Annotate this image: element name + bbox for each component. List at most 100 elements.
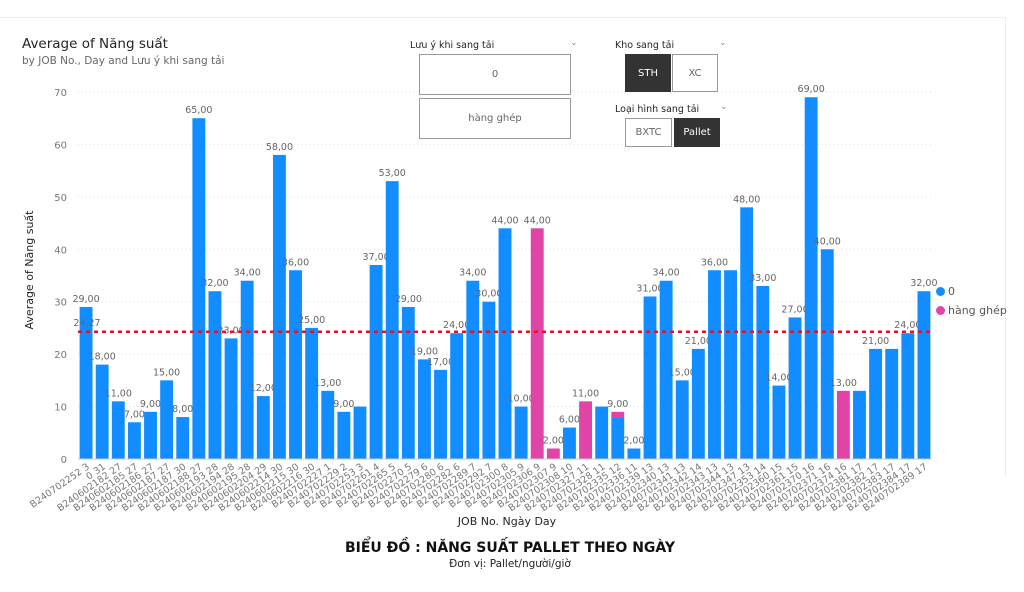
bar-0[interactable] <box>691 348 705 459</box>
bar-0[interactable] <box>869 348 883 459</box>
y-axis-title: Average of Năng suất <box>23 210 36 330</box>
slicer-option-bxtc[interactable]: BXTC <box>625 118 672 147</box>
bar-0[interactable] <box>627 448 641 459</box>
bar-0[interactable] <box>820 249 834 459</box>
bar-hang-ghep[interactable] <box>546 448 560 459</box>
bar-0[interactable] <box>224 338 238 459</box>
bar-0[interactable] <box>482 301 496 459</box>
bar-0[interactable] <box>772 385 786 459</box>
data-label: 34,00 <box>234 268 261 279</box>
bar-0[interactable] <box>353 406 367 459</box>
bar-0[interactable] <box>127 422 141 459</box>
slicer-kho-title: Kho sang tải <box>615 40 675 51</box>
data-label: 24,00 <box>443 320 470 331</box>
data-label: 9,00 <box>607 399 628 410</box>
bar-hang-ghep[interactable] <box>611 411 625 418</box>
data-label: 44,00 <box>491 215 518 226</box>
bar-0[interactable] <box>708 270 721 459</box>
bar-0[interactable] <box>144 411 157 459</box>
bar-0[interactable] <box>111 401 125 459</box>
bar-0[interactable] <box>563 427 576 459</box>
data-label: 31,00 <box>636 283 663 294</box>
bar-0[interactable] <box>95 364 109 459</box>
data-label: 13,00 <box>314 378 341 389</box>
bar-0[interactable] <box>401 306 415 459</box>
slicer-option-hang-ghep[interactable]: hàng ghép <box>419 98 571 139</box>
bar-0[interactable] <box>272 154 286 459</box>
data-label: 24,00 <box>894 320 921 331</box>
y-tick-label: 10 <box>54 403 67 414</box>
footer-title: BIỂU ĐỒ : NĂNG SUẤT PALLET THEO NGÀY <box>344 540 676 556</box>
bar-0[interactable] <box>788 317 802 459</box>
chevron-down-icon[interactable]: ⌄ <box>720 102 728 112</box>
chevron-down-icon[interactable]: ⌄ <box>570 38 578 48</box>
bar-0[interactable] <box>514 406 528 459</box>
y-tick-label: 0 <box>61 455 67 466</box>
data-label: 36,00 <box>701 257 728 268</box>
bar-0[interactable] <box>208 291 222 459</box>
data-label: 29,00 <box>72 294 99 305</box>
data-label: 21,00 <box>685 336 712 347</box>
bar-0[interactable] <box>901 333 915 459</box>
data-label: 48,00 <box>733 194 760 205</box>
data-label: 12,00 <box>250 383 277 394</box>
bar-0[interactable] <box>885 348 899 459</box>
bar-0[interactable] <box>434 369 447 459</box>
bar-0[interactable] <box>450 333 464 459</box>
bar-0[interactable] <box>176 417 190 459</box>
bar-0[interactable] <box>305 327 319 459</box>
data-label: 19,00 <box>411 346 438 357</box>
data-label: 9,00 <box>140 399 161 410</box>
bar-0[interactable] <box>756 285 770 459</box>
legend-label: hàng ghép <box>948 304 1007 317</box>
footer-unit: Đơn vị: Pallet/người/giờ <box>449 558 571 570</box>
bar-0[interactable] <box>417 359 431 459</box>
chevron-down-icon[interactable]: ⌄ <box>719 38 727 48</box>
bar-0[interactable] <box>498 228 512 459</box>
legend-item-0[interactable]: 0 <box>936 285 955 298</box>
bar-0[interactable] <box>369 265 383 459</box>
data-label: 37,00 <box>362 252 389 263</box>
legend-item-hang-ghep[interactable]: hàng ghép <box>936 304 1007 317</box>
data-label: 32,00 <box>910 278 937 289</box>
bar-0[interactable] <box>192 118 206 459</box>
bar-0[interactable] <box>256 396 270 459</box>
bar-0[interactable] <box>804 97 818 459</box>
slicer-option-0[interactable]: 0 <box>419 54 571 95</box>
data-label: 15,00 <box>153 367 180 378</box>
bar-0[interactable] <box>611 417 625 459</box>
bar-0[interactable] <box>240 280 254 459</box>
bar-0[interactable] <box>724 270 738 459</box>
slicer-option-xc[interactable]: XC <box>672 54 718 92</box>
bar-0[interactable] <box>337 411 351 459</box>
bar-0[interactable] <box>917 291 931 459</box>
bar-0[interactable] <box>595 406 609 459</box>
slicer-loai-hinh-title: Loại hình sang tải <box>615 104 700 115</box>
bar-0[interactable] <box>659 280 673 459</box>
bar-0[interactable] <box>289 270 302 459</box>
slicer-option-sth[interactable]: STH <box>625 54 671 92</box>
y-tick-label: 30 <box>54 298 67 309</box>
bar-hang-ghep[interactable] <box>530 228 544 459</box>
bar-0[interactable] <box>385 181 399 459</box>
data-label: 34,00 <box>653 268 680 279</box>
bar-0[interactable] <box>79 306 93 459</box>
bar-0[interactable] <box>853 390 866 459</box>
bar-chart: 0 10 20 30 40 50 60 70 Average of Năng suất 29,00… <box>23 84 938 514</box>
y-tick-label: 20 <box>54 350 67 361</box>
bar-0[interactable] <box>740 207 754 459</box>
bar-hang-ghep[interactable] <box>579 401 593 459</box>
bar-0[interactable] <box>675 380 689 459</box>
bar-0[interactable] <box>160 380 174 459</box>
bar-hang-ghep[interactable] <box>836 390 850 459</box>
slicer-option-pallet[interactable]: Pallet <box>674 118 720 147</box>
bar-0[interactable] <box>321 390 335 459</box>
data-label: 69,00 <box>798 84 825 95</box>
average-line-label: 24,27 <box>73 318 100 329</box>
data-label: 36,00 <box>282 257 309 268</box>
data-label: 10,00 <box>508 394 535 405</box>
data-label: 11,00 <box>572 388 599 399</box>
bar-0[interactable] <box>643 296 657 459</box>
bar-0[interactable] <box>466 280 480 459</box>
